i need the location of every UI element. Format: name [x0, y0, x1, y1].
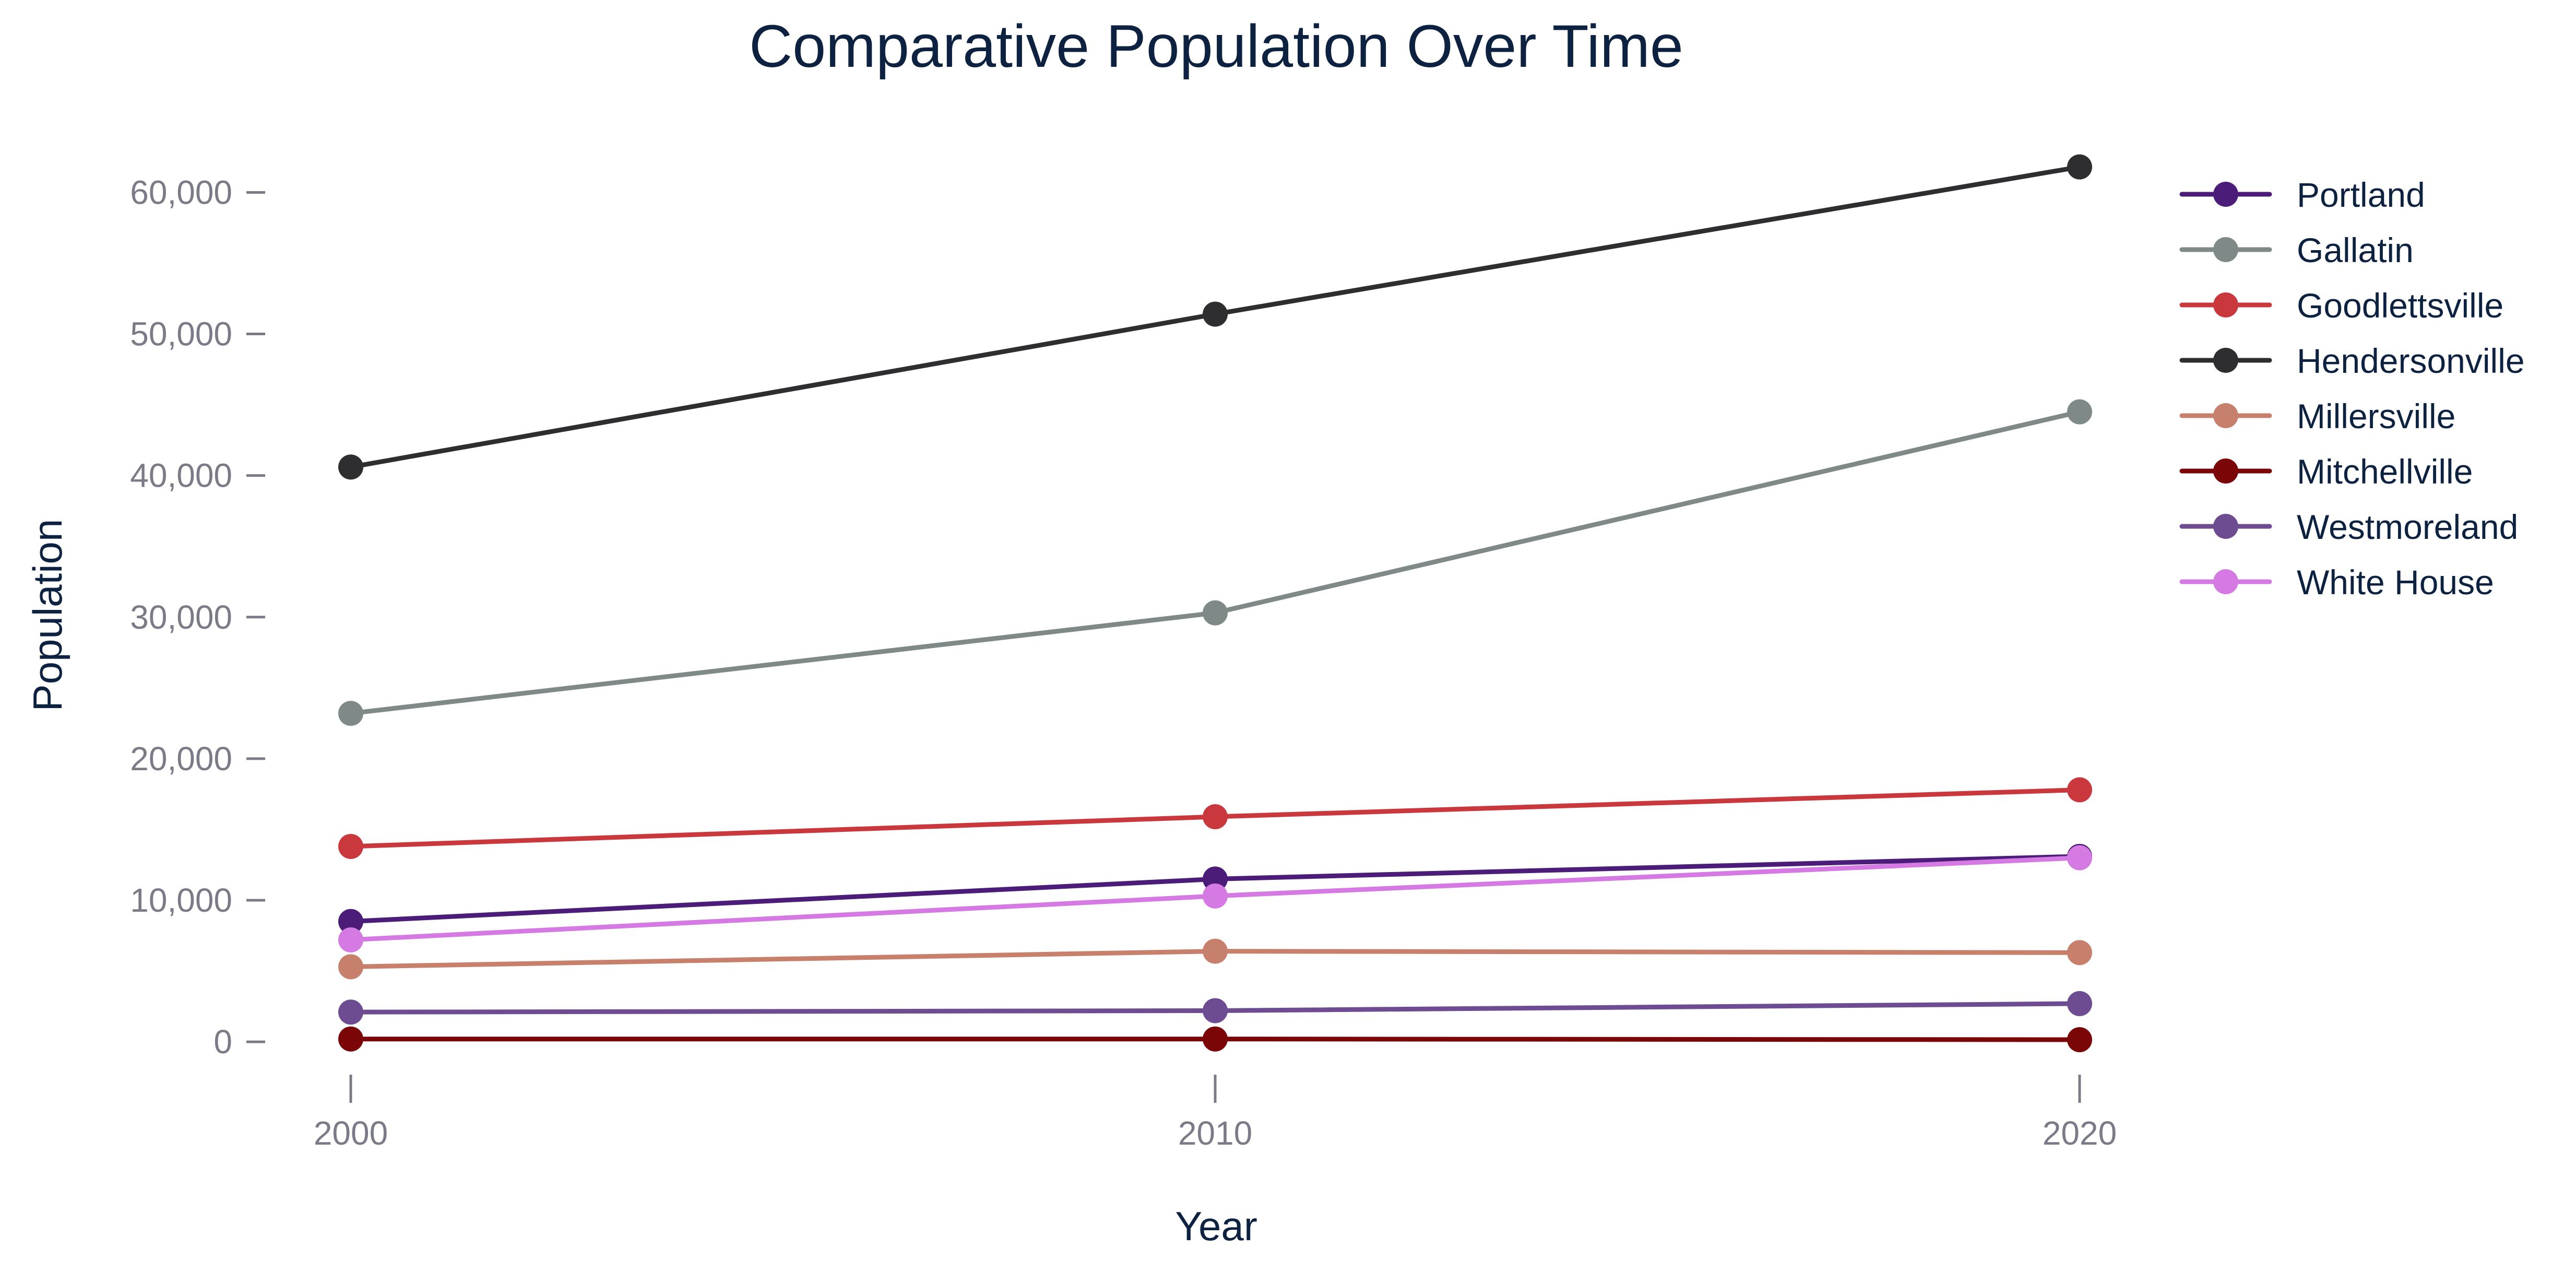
y-axis: 0 10,000 20,000 30,000 40,000 50,000 60,000 — [130, 173, 265, 1061]
legend-item-westmoreland: Westmoreland — [2179, 508, 2518, 546]
y-tick-label: 10,000 — [130, 881, 232, 919]
data-point-mitchellville[interactable] — [2067, 1027, 2092, 1053]
data-point-goodlettsville[interactable] — [2067, 777, 2092, 803]
data-point-mitchellville[interactable] — [338, 1026, 363, 1052]
data-point-goodlettsville[interactable] — [338, 833, 363, 859]
legend: Portland Gallatin Goodlettsville Hendersonv… — [2179, 175, 2525, 602]
data-point-white-house[interactable] — [338, 927, 363, 952]
y-tick-label: 20,000 — [130, 740, 232, 778]
y-axis-title: Population — [25, 519, 70, 712]
data-point-hendersonville[interactable] — [338, 454, 363, 480]
x-axis-title: Year — [1175, 1203, 1257, 1249]
data-point-goodlettsville[interactable] — [1203, 804, 1228, 830]
series-white-house — [338, 845, 2092, 952]
data-point-millersville[interactable] — [1203, 938, 1228, 964]
x-tick-label: 2020 — [2043, 1114, 2117, 1152]
series-hendersonville — [338, 154, 2092, 480]
x-axis: 2000 2010 2020 — [314, 1075, 2117, 1152]
y-tick-label: 50,000 — [130, 315, 232, 353]
data-point-hendersonville[interactable] — [1203, 301, 1228, 327]
data-point-gallatin[interactable] — [2067, 399, 2092, 425]
legend-label: Gallatin — [2297, 231, 2414, 269]
legend-label: Hendersonville — [2297, 342, 2525, 380]
chart-title: Comparative Population Over Time — [749, 13, 1683, 80]
series-westmoreland — [338, 991, 2092, 1025]
legend-item-portland: Portland — [2179, 175, 2425, 214]
legend-swatch-marker — [2213, 348, 2238, 373]
y-tick-label: 40,000 — [130, 457, 232, 495]
legend-item-goodlettsville: Goodlettsville — [2179, 286, 2503, 325]
legend-label: Millersville — [2297, 397, 2455, 436]
data-point-westmoreland[interactable] — [338, 999, 363, 1025]
legend-item-hendersonville: Hendersonville — [2179, 342, 2525, 380]
legend-swatch-marker — [2213, 458, 2238, 484]
data-point-westmoreland[interactable] — [2067, 991, 2092, 1016]
legend-item-millersville: Millersville — [2179, 397, 2455, 436]
legend-swatch-marker — [2213, 292, 2238, 317]
data-point-millersville[interactable] — [338, 954, 363, 980]
data-point-gallatin[interactable] — [1203, 600, 1228, 626]
legend-label: Goodlettsville — [2297, 286, 2503, 325]
series-gallatin — [338, 399, 2092, 726]
series-line-gallatin — [348, 409, 2082, 716]
legend-swatch-marker — [2213, 182, 2238, 207]
series-millersville — [338, 938, 2092, 980]
y-tick-label: 30,000 — [130, 598, 232, 636]
data-point-gallatin[interactable] — [338, 701, 363, 726]
legend-swatch-marker — [2213, 403, 2238, 428]
legend-swatch-marker — [2213, 514, 2238, 539]
series-goodlettsville — [338, 777, 2092, 859]
data-point-white-house[interactable] — [1203, 883, 1228, 909]
x-tick-label: 2010 — [1178, 1114, 1252, 1152]
data-point-westmoreland[interactable] — [1203, 998, 1228, 1023]
legend-swatch-marker — [2213, 237, 2238, 262]
data-point-mitchellville[interactable] — [1203, 1026, 1228, 1052]
legend-label: Westmoreland — [2297, 508, 2518, 546]
y-tick-label: 0 — [213, 1023, 232, 1061]
data-point-white-house[interactable] — [2067, 845, 2092, 870]
legend-swatch-marker — [2213, 569, 2238, 594]
legend-label: White House — [2297, 563, 2494, 602]
legend-item-mitchellville: Mitchellville — [2179, 452, 2473, 491]
legend-item-gallatin: Gallatin — [2179, 231, 2414, 269]
legend-item-white-house: White House — [2179, 563, 2494, 602]
x-tick-label: 2000 — [314, 1114, 388, 1152]
legend-label: Portland — [2297, 175, 2425, 214]
y-tick-label: 60,000 — [130, 173, 232, 211]
legend-label: Mitchellville — [2297, 452, 2473, 491]
series-mitchellville — [338, 1026, 2092, 1053]
series-layer — [338, 154, 2092, 1053]
data-point-portland[interactable] — [338, 909, 363, 934]
data-point-hendersonville[interactable] — [2067, 154, 2092, 180]
data-point-millersville[interactable] — [2067, 940, 2092, 966]
